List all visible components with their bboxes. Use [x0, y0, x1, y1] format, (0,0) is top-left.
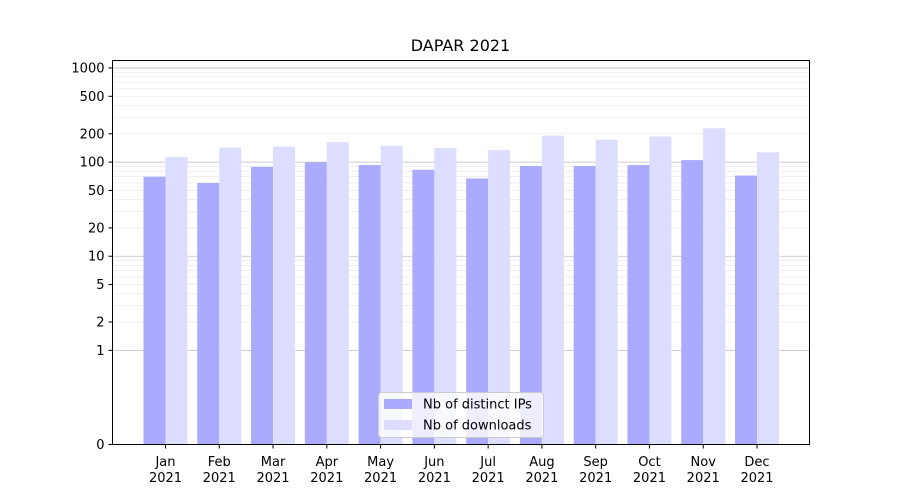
bar-distinct-ips	[304, 162, 327, 445]
x-tick-label-year: 2021	[310, 471, 343, 486]
x-tick-label-month: Aug	[529, 455, 554, 470]
x-tick-label-year: 2021	[687, 471, 720, 486]
bar-downloads	[326, 142, 349, 445]
bar-distinct-ips	[197, 182, 220, 445]
x-tick-label-year: 2021	[256, 471, 289, 486]
y-tick-label: 10	[88, 250, 105, 265]
bar-downloads	[273, 146, 296, 445]
legend-label: Nb of distinct IPs	[423, 398, 532, 413]
x-tick-label-year: 2021	[418, 471, 451, 486]
bars	[143, 128, 779, 445]
x-tick-label-month: Jan	[154, 455, 175, 470]
bar-downloads	[488, 150, 511, 445]
y-tick-label: 200	[80, 127, 105, 142]
x-tick-label-month: Oct	[638, 455, 660, 470]
x-tick-label-year: 2021	[364, 471, 397, 486]
bar-downloads	[380, 145, 403, 445]
bar-distinct-ips	[143, 176, 166, 445]
bar-downloads	[703, 128, 726, 445]
x-tick-label-month: Apr	[316, 455, 339, 470]
legend-swatch	[384, 420, 412, 430]
y-tick-label: 500	[80, 90, 105, 105]
y-tick-label: 50	[88, 184, 105, 199]
x-tick-label-year: 2021	[472, 471, 505, 486]
bar-distinct-ips	[573, 165, 596, 445]
legend-label: Nb of downloads	[423, 419, 532, 434]
bar-downloads	[541, 135, 564, 445]
y-tick-label: 2	[96, 316, 104, 331]
legend-box	[378, 392, 544, 438]
x-tick-label-year: 2021	[633, 471, 666, 486]
y-axis-ticks: 0 1 2 5 10 20 50 100 200 500 1000	[71, 61, 113, 453]
x-axis-ticks: Jan2021Feb2021Mar2021Apr2021May2021Jun20…	[149, 444, 774, 486]
bar-distinct-ips	[466, 178, 489, 445]
legend: Nb of distinct IPs Nb of downloads	[378, 392, 544, 438]
bar-distinct-ips	[735, 175, 757, 445]
x-tick-label-month: Jun	[423, 455, 444, 470]
x-tick-label-year: 2021	[149, 471, 182, 486]
legend-swatch	[384, 399, 412, 409]
x-tick-label-month: Feb	[208, 455, 231, 470]
bar-downloads	[434, 148, 457, 445]
bar-distinct-ips	[251, 166, 274, 445]
bar-downloads	[595, 139, 618, 445]
bar-distinct-ips	[519, 165, 542, 445]
y-tick-label: 5	[96, 278, 104, 293]
bar-downloads	[757, 152, 779, 445]
bar-distinct-ips	[627, 165, 650, 445]
bar-downloads	[649, 136, 672, 445]
bar-distinct-ips	[412, 169, 435, 445]
x-tick-label-month: Mar	[261, 455, 286, 470]
bar-distinct-ips	[681, 160, 704, 445]
x-tick-label-year: 2021	[525, 471, 558, 486]
x-tick-label-month: Sep	[583, 455, 608, 470]
plot-frame	[112, 60, 810, 445]
y-tick-label: 20	[88, 221, 105, 236]
x-tick-label-year: 2021	[740, 471, 773, 486]
y-tick-label: 1000	[71, 61, 104, 76]
axes	[112, 60, 810, 445]
bar-distinct-ips	[358, 165, 381, 445]
bar-downloads	[165, 157, 188, 445]
x-tick-label-month: May	[367, 455, 394, 470]
x-tick-label-month: Jul	[479, 455, 496, 470]
x-tick-label-year: 2021	[203, 471, 236, 486]
y-tick-label: 100	[80, 156, 105, 171]
y-tick-label: 1	[96, 344, 104, 359]
bar-downloads	[219, 147, 242, 445]
x-tick-label-month: Nov	[691, 455, 717, 470]
x-tick-label-month: Dec	[744, 455, 769, 470]
chart-title: DAPAR 2021	[411, 36, 510, 55]
x-tick-label-year: 2021	[579, 471, 612, 486]
y-tick-label: 0	[96, 438, 104, 453]
